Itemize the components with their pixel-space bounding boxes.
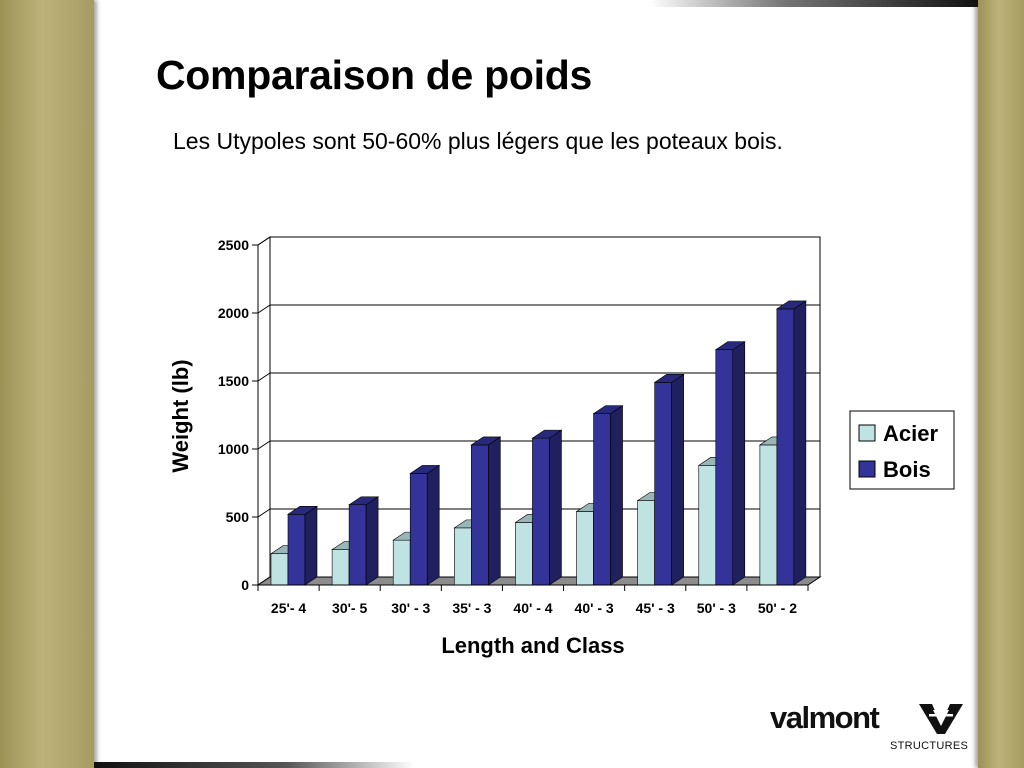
x-tick-label: 35' - 3 — [452, 600, 491, 616]
bar-front — [392, 539, 411, 586]
bar-top — [775, 300, 807, 310]
bar-bois-0 — [287, 505, 318, 586]
bar-top — [653, 374, 685, 383]
bar-bois-6 — [653, 373, 685, 586]
y-tick-label: 2500 — [218, 237, 249, 253]
x-tick-label: 25'- 4 — [271, 600, 306, 616]
legend-swatch-acier — [858, 424, 876, 442]
bar-front — [698, 465, 717, 586]
y-tick-label: 0 — [241, 577, 249, 593]
y-tick-label: 500 — [226, 509, 250, 525]
y-tick-label: 1500 — [218, 373, 249, 389]
legend-swatch-bois — [858, 460, 876, 478]
bar-front — [515, 522, 533, 586]
x-tick-label: 30' - 3 — [391, 600, 430, 616]
x-tick-label: 30'- 5 — [332, 600, 367, 616]
bar-side — [365, 496, 379, 586]
bar-top — [287, 505, 318, 515]
bottom-decorative-line — [94, 762, 414, 768]
bar-front — [454, 527, 472, 586]
gridline-depth — [257, 440, 271, 450]
bar-front — [471, 444, 489, 586]
bar-side — [732, 341, 746, 586]
bar-bois-5 — [592, 405, 624, 586]
bar-side — [610, 405, 623, 586]
bar-front — [593, 413, 611, 586]
y-tick-label: 2000 — [218, 305, 249, 321]
valmont-v-icon — [919, 704, 963, 734]
bar-bois-3 — [470, 436, 502, 586]
y-axis-title: Weight (lb) — [168, 359, 193, 472]
bar-front — [348, 504, 367, 586]
bar-bois-4 — [531, 429, 563, 586]
top-decorative-line — [650, 0, 978, 7]
logo-wordmark: valmont — [770, 700, 880, 735]
bar-front — [331, 549, 350, 586]
bar-bois-8 — [775, 300, 807, 586]
left-decorative-band — [0, 0, 94, 768]
bar-bois-7 — [714, 341, 746, 586]
plot-side-wall — [257, 236, 271, 586]
bar-top — [714, 341, 746, 351]
bar-bois-1 — [348, 496, 380, 586]
bar-side — [304, 505, 318, 586]
bar-bois-2 — [409, 464, 441, 586]
x-tick-label: 40' - 4 — [513, 600, 552, 616]
bar-front — [715, 349, 734, 586]
legend-label-acier: Acier — [883, 421, 938, 446]
bar-side — [426, 464, 440, 586]
gridline-depth — [257, 304, 271, 314]
bar-front — [637, 500, 655, 586]
legend-label-bois: Bois — [883, 457, 931, 482]
bar-top — [531, 429, 563, 439]
bar-front — [759, 444, 778, 586]
gridline-depth — [257, 372, 271, 382]
bar-side — [793, 300, 807, 586]
bar-front — [576, 511, 594, 586]
bar-top — [470, 436, 502, 446]
bar-front — [654, 382, 672, 586]
bar-side — [488, 436, 501, 586]
bar-side — [549, 429, 562, 586]
bar-front — [287, 513, 306, 586]
x-tick-label: 45' - 3 — [636, 600, 675, 616]
x-tick-label: 40' - 3 — [575, 600, 614, 616]
bar-side — [671, 373, 684, 586]
bar-top — [348, 496, 380, 506]
bar-front — [776, 308, 795, 586]
right-decorative-band — [978, 0, 1024, 768]
gridline-depth — [257, 236, 271, 246]
slide-title: Comparaison de poids — [156, 52, 592, 98]
bar-top — [592, 405, 624, 414]
x-tick-label: 50' - 3 — [697, 600, 736, 616]
bar-top — [409, 465, 441, 474]
x-tick-label: 50' - 2 — [758, 600, 797, 616]
y-tick-label: 1000 — [218, 441, 249, 457]
x-axis-title: Length and Class — [441, 633, 624, 658]
legend: Acier Bois — [849, 410, 955, 490]
bar-front — [532, 437, 550, 586]
slide-subtitle: Les Utypoles sont 50-60% plus légers que… — [173, 128, 783, 154]
bar-front — [270, 553, 289, 586]
logo-tagline: STRUCTURES — [890, 740, 969, 752]
valmont-logo: valmont STRUCTURES — [770, 700, 970, 756]
gridline-depth — [257, 508, 271, 518]
bar-front — [409, 473, 428, 586]
